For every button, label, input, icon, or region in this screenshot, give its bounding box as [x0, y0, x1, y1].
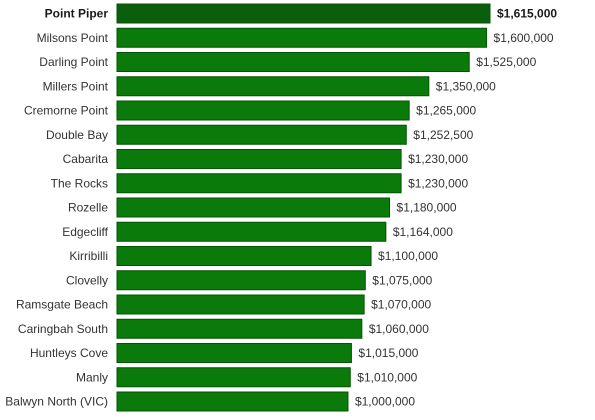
bar-balwyn-north-vic [116, 391, 349, 412]
bar-kirribilli [116, 246, 372, 266]
value-label-millers-point: $1,350,000 [436, 79, 496, 93]
bar-clovelly [116, 270, 366, 291]
category-label-rozelle: Rozelle [68, 201, 108, 215]
bar-ramsgate-beach [116, 294, 365, 315]
category-label-caringbah-south: Caringbah South [18, 322, 108, 336]
bar-cremorne-point [116, 100, 410, 121]
bar-cabarita [116, 149, 402, 169]
category-label-balwyn-north-vic: Balwyn North (VIC) [5, 395, 108, 409]
value-label-point-piper: $1,615,000 [497, 7, 557, 21]
bar-milsons-point [116, 27, 488, 48]
bars-layer [116, 3, 491, 412]
value-label-ramsgate-beach: $1,070,000 [371, 298, 431, 312]
category-label-milsons-point: Milsons Point [37, 31, 109, 45]
value-label-milsons-point: $1,600,000 [494, 31, 554, 45]
bar-manly [116, 367, 351, 388]
bar-double-bay [116, 124, 407, 145]
value-label-balwyn-north-vic: $1,000,000 [355, 395, 415, 409]
value-label-double-bay: $1,252,500 [413, 128, 473, 142]
category-label-clovelly: Clovelly [66, 273, 108, 287]
category-label-edgecliff: Edgecliff [62, 225, 108, 239]
bar-the-rocks [116, 173, 402, 194]
category-label-double-bay: Double Bay [46, 128, 108, 142]
value-label-cabarita: $1,230,000 [408, 152, 468, 166]
bar-rozelle [116, 197, 391, 218]
value-label-rozelle: $1,180,000 [397, 201, 457, 215]
category-label-manly: Manly [76, 370, 108, 384]
category-label-kirribilli: Kirribilli [69, 249, 108, 263]
value-label-edgecliff: $1,164,000 [393, 225, 453, 239]
value-label-kirribilli: $1,100,000 [378, 249, 438, 263]
category-label-darling-point: Darling Point [39, 55, 108, 69]
bar-huntleys-cove [116, 343, 352, 363]
category-label-huntleys-cove: Huntleys Cove [30, 346, 108, 360]
category-label-millers-point: Millers Point [43, 79, 109, 93]
value-label-manly: $1,010,000 [357, 370, 417, 384]
bar-darling-point [116, 52, 470, 72]
category-label-point-piper: Point Piper [45, 7, 109, 21]
bar-caringbah-south [116, 318, 363, 339]
category-label-ramsgate-beach: Ramsgate Beach [16, 298, 108, 312]
value-label-clovelly: $1,075,000 [372, 273, 432, 287]
value-label-huntleys-cove: $1,015,000 [358, 346, 418, 360]
value-label-the-rocks: $1,230,000 [408, 176, 468, 190]
category-label-cabarita: Cabarita [63, 152, 109, 166]
value-label-cremorne-point: $1,265,000 [416, 104, 476, 118]
value-label-darling-point: $1,525,000 [476, 55, 536, 69]
bar-point-piper [116, 3, 491, 24]
category-label-the-rocks: The Rocks [51, 176, 108, 190]
bar-edgecliff [116, 221, 387, 242]
value-label-caringbah-south: $1,060,000 [369, 322, 429, 336]
category-label-cremorne-point: Cremorne Point [24, 104, 109, 118]
bar-millers-point [116, 76, 430, 97]
labels-layer: Point Piper $1,615,000 Milsons Point $1,600… [5, 7, 557, 409]
